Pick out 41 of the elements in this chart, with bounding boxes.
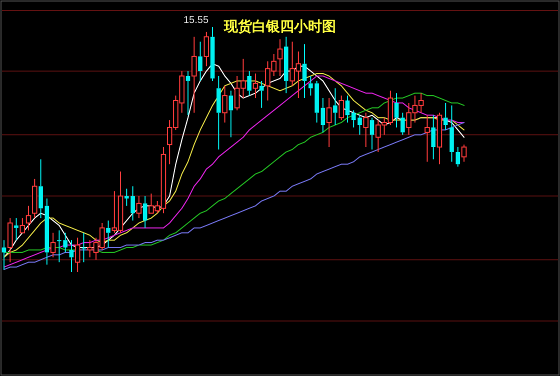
candlestick — [277, 38, 283, 76]
text: 15.55 — [184, 15, 209, 26]
candlestick — [210, 26, 215, 82]
candlestick — [222, 85, 228, 124]
candlestick — [450, 104, 454, 162]
candlestick — [216, 76, 221, 150]
candlestick — [333, 88, 338, 126]
chart-title: 现货白银四小时图 — [223, 19, 336, 35]
candlestick — [50, 232, 56, 258]
candlestick — [326, 98, 332, 148]
candlestick — [142, 196, 148, 228]
candlestick — [252, 73, 258, 99]
candlestick — [198, 41, 202, 82]
candlestick — [345, 95, 350, 124]
candlestick — [136, 196, 142, 219]
candlestick — [26, 205, 32, 231]
candlestick — [370, 117, 374, 150]
candlestick — [228, 90, 234, 138]
candlestick — [2, 240, 6, 270]
candlestick — [32, 178, 38, 219]
candlestick — [7, 218, 13, 263]
candlestick — [443, 102, 448, 130]
candlestick — [186, 70, 190, 116]
candlestick — [320, 98, 326, 133]
candlestick — [284, 36, 288, 94]
candlestick — [38, 158, 43, 219]
candlestick — [191, 36, 197, 114]
candlestick — [424, 114, 430, 162]
candlestick — [44, 198, 50, 266]
candlestick — [106, 220, 110, 248]
candlestick — [456, 146, 460, 168]
candlestick — [247, 70, 252, 96]
candlestick — [394, 92, 399, 128]
candlestick — [302, 44, 307, 99]
candlestick — [74, 237, 80, 272]
candlestick — [82, 232, 86, 263]
candlestick — [14, 218, 18, 241]
candlestick — [431, 114, 436, 160]
candlestick — [69, 240, 74, 272]
candlestick — [204, 31, 210, 67]
candlestick — [400, 112, 405, 136]
